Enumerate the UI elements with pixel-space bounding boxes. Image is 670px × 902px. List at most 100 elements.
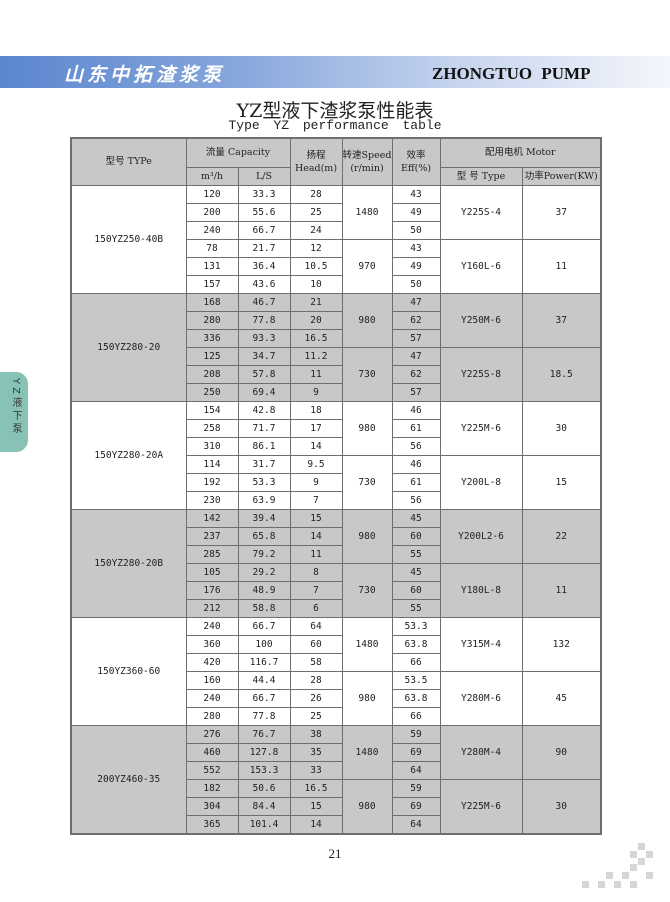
- header-motor: 配用电机 Motor: [439, 137, 602, 168]
- motor-type-cell: Y200L-8: [439, 454, 523, 510]
- capacity-ls-cell: 116.7: [237, 652, 291, 672]
- eff-cell: 63.8: [391, 688, 441, 708]
- eff-cell: 60: [391, 580, 441, 600]
- model-cell: 200YZ460-35: [70, 724, 187, 834]
- capacity-ls-cell: 86.1: [237, 436, 291, 456]
- head-cell: 21: [289, 292, 343, 312]
- eff-cell: 69: [391, 796, 441, 816]
- performance-table: 型号 TYPe 流量 Capacity 扬程 Head(m) 转速Speed (…: [70, 137, 602, 835]
- capacity-m3h-cell: 420: [185, 652, 239, 672]
- motor-type-cell: Y225S-8: [439, 346, 523, 402]
- capacity-ls-cell: 93.3: [237, 328, 291, 348]
- head-cell: 16.5: [289, 328, 343, 348]
- table-row: 200YZ460-35 276 76.7 38 1480 59 Y280M-4 90: [70, 724, 602, 834]
- head-cell: 15: [289, 796, 343, 816]
- eff-cell: 53.3: [391, 616, 441, 636]
- head-cell: 10.5: [289, 256, 343, 276]
- eff-cell: 46: [391, 400, 441, 420]
- head-cell: 35: [289, 742, 343, 762]
- table-row: 285 79.2 11 55: [71, 544, 601, 564]
- decorative-square: [614, 881, 621, 888]
- decorative-square: [630, 851, 637, 858]
- power-cell: 11: [521, 238, 602, 294]
- head-cell: 33: [289, 760, 343, 780]
- capacity-m3h-cell: 120: [185, 184, 239, 204]
- decorative-square: [646, 872, 653, 879]
- capacity-m3h-cell: 237: [185, 526, 239, 546]
- table-row: 200 55.6 25 49: [71, 202, 601, 222]
- eff-cell: 43: [391, 238, 441, 258]
- capacity-ls-cell: 46.7: [237, 292, 291, 312]
- head-cell: 14: [289, 436, 343, 456]
- capacity-ls-cell: 79.2: [237, 544, 291, 564]
- page-subtitle: Type YZ performance table: [228, 118, 442, 133]
- capacity-m3h-cell: 168: [185, 292, 239, 312]
- capacity-m3h-cell: 240: [185, 688, 239, 708]
- capacity-m3h-cell: 125: [185, 346, 239, 366]
- speed-cell: 980: [341, 400, 393, 456]
- eff-cell: 46: [391, 454, 441, 474]
- capacity-ls-cell: 44.4: [237, 670, 291, 690]
- head-cell: 58: [289, 652, 343, 672]
- capacity-m3h-cell: 208: [185, 364, 239, 384]
- header-power: 功率Power(KW): [521, 166, 602, 186]
- decorative-square: [646, 851, 653, 858]
- head-cell: 38: [289, 724, 343, 744]
- head-cell: 20: [289, 310, 343, 330]
- motor-type-cell: Y250M-6: [439, 292, 523, 348]
- head-cell: 28: [289, 670, 343, 690]
- header-capacity: 流量 Capacity: [185, 137, 291, 168]
- model-cell: 150YZ250-40B: [70, 184, 187, 294]
- power-cell: 37: [521, 292, 602, 348]
- page-number: 21: [328, 846, 342, 861]
- table-row: 150YZ360-60 240 66.7 64 1480 53.3 Y315M-4 132: [70, 616, 602, 726]
- power-cell: 30: [521, 400, 602, 456]
- speed-cell: 1480: [341, 184, 393, 240]
- capacity-ls-cell: 101.4: [237, 814, 291, 834]
- table-row: 240 66.7 26 63.8: [71, 688, 601, 708]
- header-band: [0, 56, 670, 88]
- table-row: 160 44.4 28 980 53.5 Y280M-6 45: [71, 670, 602, 726]
- capacity-m3h-cell: 212: [185, 598, 239, 618]
- head-cell: 25: [289, 202, 343, 222]
- capacity-ls-cell: 100: [237, 634, 291, 654]
- capacity-m3h-cell: 336: [185, 328, 239, 348]
- capacity-ls-cell: 65.8: [237, 526, 291, 546]
- head-cell: 10: [289, 274, 343, 294]
- motor-type-cell: Y280M-4: [439, 724, 523, 780]
- capacity-ls-cell: 127.8: [237, 742, 291, 762]
- capacity-m3h-cell: 78: [185, 238, 239, 258]
- eff-cell: 59: [391, 724, 441, 744]
- eff-cell: 55: [391, 598, 441, 618]
- motor-type-cell: Y280M-6: [439, 670, 523, 726]
- decorative-square: [638, 858, 645, 865]
- table-row: 105 29.2 8 730 45 Y180L-8 11: [71, 562, 602, 618]
- speed-cell: 970: [341, 238, 393, 294]
- head-cell: 12: [289, 238, 343, 258]
- capacity-ls-cell: 71.7: [237, 418, 291, 438]
- table-row: 150YZ250-40B 120 33.3 28 1480 43 Y225S-4 37: [70, 184, 602, 294]
- head-cell: 7: [289, 490, 343, 510]
- capacity-ls-cell: 50.6: [237, 778, 291, 798]
- table-row: 280 77.8 20 62: [71, 310, 601, 330]
- capacity-ls-cell: 31.7: [237, 454, 291, 474]
- capacity-m3h-cell: 250: [185, 382, 239, 402]
- model-cell: 150YZ280-20A: [70, 400, 187, 510]
- capacity-ls-cell: 77.8: [237, 706, 291, 726]
- speed-cell: 730: [341, 346, 393, 402]
- capacity-m3h-cell: 276: [185, 724, 239, 744]
- table-row: 336 93.3 16.5 57: [71, 328, 601, 348]
- brand-english: ZHONGTUO PUMP: [432, 64, 591, 83]
- eff-cell: 55: [391, 544, 441, 564]
- eff-cell: 56: [391, 490, 441, 510]
- head-cell: 9: [289, 472, 343, 492]
- capacity-ls-cell: 53.3: [237, 472, 291, 492]
- head-cell: 8: [289, 562, 343, 582]
- table-row: 365 101.4 14 64: [71, 814, 601, 834]
- speed-cell: 1480: [341, 724, 393, 780]
- decorative-square: [606, 872, 613, 879]
- capacity-ls-cell: 84.4: [237, 796, 291, 816]
- motor-type-cell: Y225M-6: [439, 400, 523, 456]
- capacity-m3h-cell: 365: [185, 814, 239, 834]
